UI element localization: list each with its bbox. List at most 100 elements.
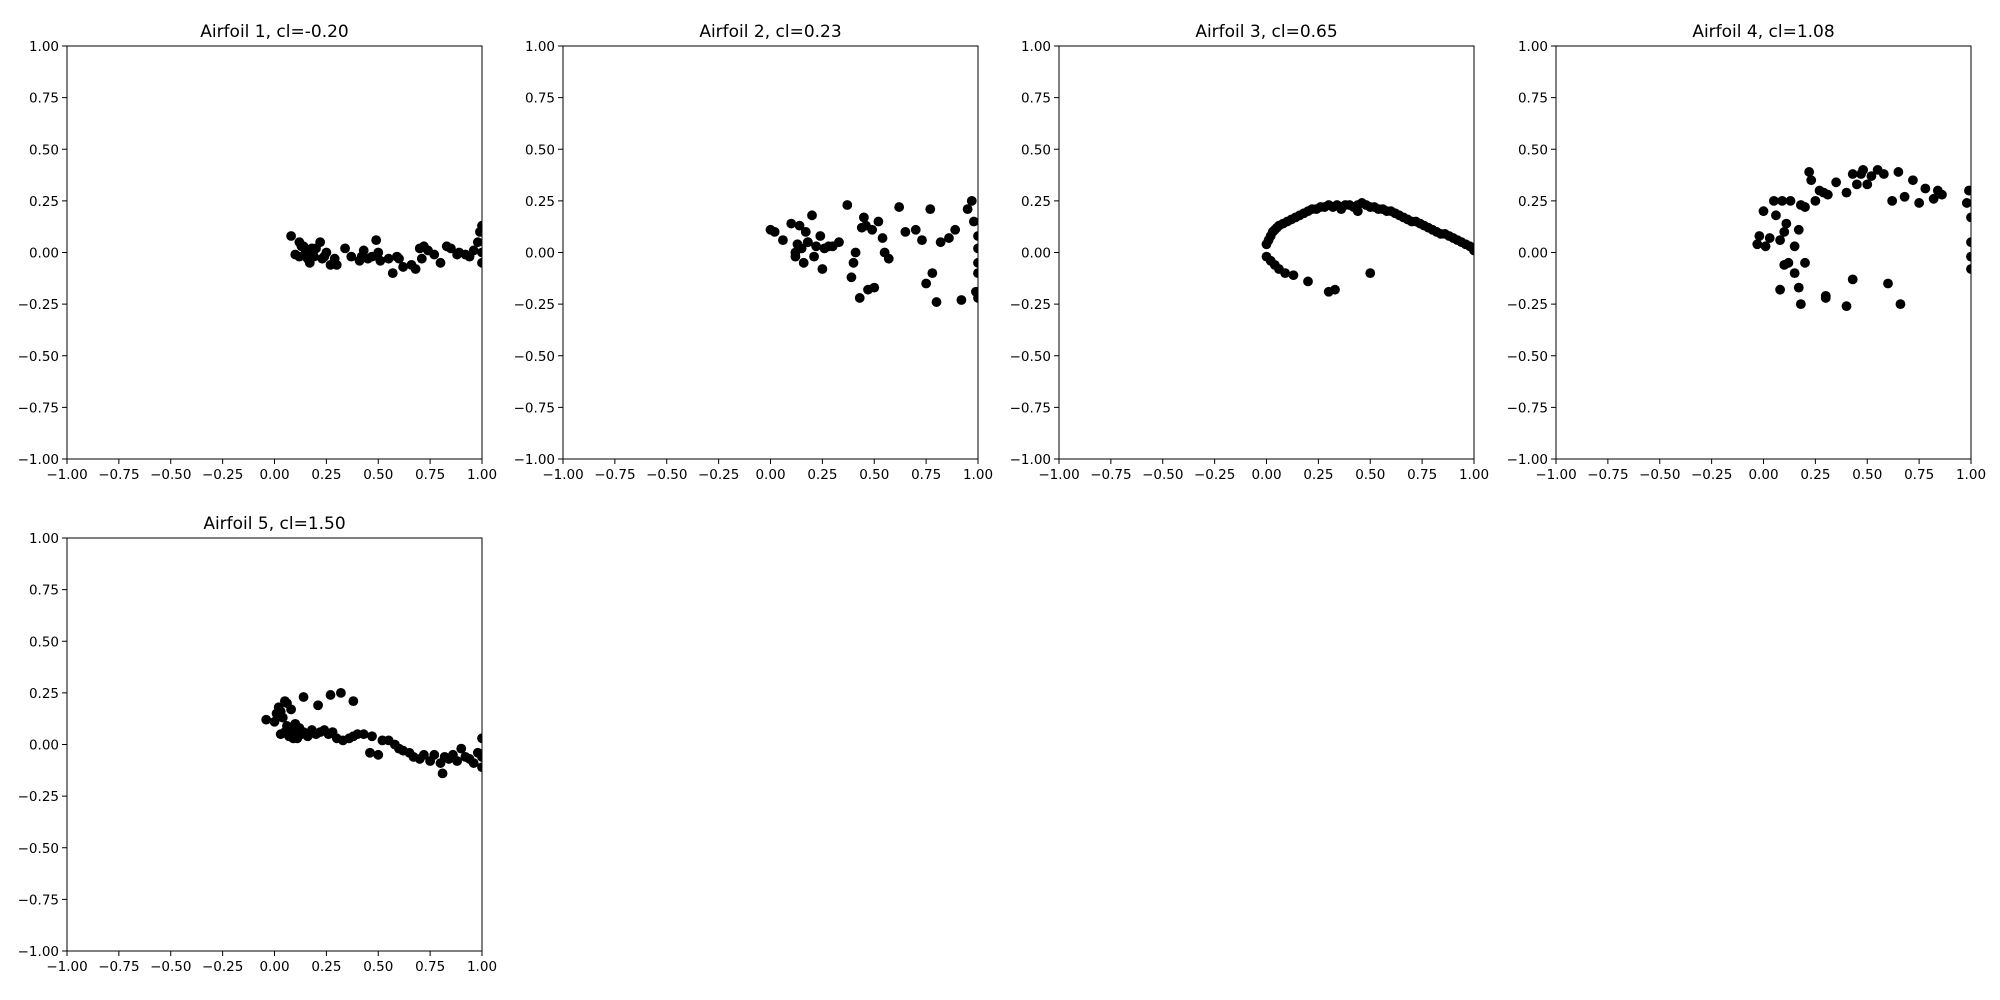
data-point (477, 762, 482, 773)
data-point (1789, 268, 1800, 279)
data-point (900, 226, 911, 237)
data-point (794, 220, 805, 231)
data-point (1793, 282, 1804, 293)
x-tick-label: 0.00 (1748, 467, 1778, 483)
x-tick-label: 0.25 (1303, 467, 1333, 483)
data-point (373, 749, 384, 760)
x-tick-label: −0.75 (1587, 467, 1628, 483)
x-tick-label: 1.00 (1459, 467, 1489, 483)
x-tick-label: 0.50 (363, 959, 393, 975)
data-point (1893, 167, 1904, 177)
data-point (1878, 169, 1889, 179)
x-tick-label: 0.00 (259, 467, 289, 483)
data-point (1847, 169, 1858, 179)
axes-frame (1555, 45, 1972, 460)
scatter-series (286, 220, 482, 279)
y-tick-label: 0.00 (1021, 246, 1051, 262)
data-point (477, 220, 482, 231)
subplot-1: Airfoil 1, cl=-0.20 −1.00 −0.75 −0.50 −0.25 0… (18, 22, 497, 483)
data-point (811, 241, 822, 252)
data-point (973, 231, 978, 241)
x-tick-label: 0.50 (363, 467, 393, 483)
scatter-series (1752, 165, 1971, 312)
data-point (1783, 257, 1794, 268)
data-point (790, 247, 801, 258)
data-point (1752, 239, 1763, 250)
y-tick-label: 0.75 (29, 91, 59, 107)
y-tick-label: −1.00 (1507, 452, 1548, 468)
x-tick-label: 0.00 (259, 959, 289, 975)
x-tick-label: 1.00 (467, 959, 497, 975)
data-point (419, 241, 429, 252)
x-tick-label: −1.00 (46, 959, 87, 975)
x-tick-label: 0.25 (807, 467, 837, 483)
data-point (815, 231, 826, 241)
data-point (1831, 177, 1842, 188)
data-point (867, 224, 878, 235)
y-tick-label: −0.50 (1507, 349, 1548, 365)
data-point (921, 278, 932, 289)
data-point (371, 235, 382, 246)
data-point (1469, 245, 1474, 256)
data-point (973, 243, 978, 254)
y-tick-label: 0.50 (525, 142, 555, 158)
data-point (1789, 241, 1800, 252)
y-tick-label: −0.50 (18, 841, 59, 857)
subplot-title: Airfoil 1, cl=-0.20 (200, 22, 349, 42)
y-tick-label: −0.50 (18, 349, 59, 365)
x-tick-label: −0.50 (150, 959, 191, 975)
data-point (1966, 264, 1971, 274)
y-tick-label: 0.50 (29, 142, 59, 158)
data-point (846, 272, 857, 283)
x-tick-label: −0.75 (594, 467, 635, 483)
data-point (1758, 206, 1769, 217)
data-point (1800, 202, 1810, 212)
axes-frame (66, 537, 483, 952)
data-point (472, 237, 482, 248)
subplot-title: Airfoil 4, cl=1.08 (1692, 22, 1834, 42)
x-tick-label: −0.75 (98, 959, 139, 975)
scatter-series (261, 687, 482, 779)
data-point (1908, 175, 1918, 186)
data-point (1920, 183, 1931, 194)
data-point (1866, 171, 1877, 181)
y-tick-label: 1.00 (525, 39, 555, 55)
data-point (817, 264, 828, 274)
x-tick-label: −0.25 (202, 959, 243, 975)
data-point (358, 729, 369, 740)
data-point (1785, 195, 1796, 206)
data-point (429, 749, 440, 760)
x-tick-label: 0.50 (1852, 467, 1882, 483)
subplot-3: Airfoil 3, cl=0.65 −1.00 −0.75 −0.50 −0.25 0.… (1010, 22, 1489, 483)
y-tick-label: 0.25 (1021, 194, 1051, 210)
y-tick-label: 1.00 (29, 39, 59, 55)
data-point (477, 751, 482, 762)
y-tick-label: −0.75 (18, 400, 59, 416)
y-tick-label: 0.00 (29, 738, 59, 754)
scatter-series (1261, 198, 1474, 297)
data-point (456, 743, 467, 754)
y-tick-label: −0.75 (18, 892, 59, 908)
y-tick-label: 0.00 (525, 246, 555, 262)
data-point (842, 200, 853, 210)
data-point (950, 224, 961, 235)
x-tick-label: 1.00 (963, 467, 993, 483)
data-point (298, 692, 309, 702)
axes-frame (562, 45, 979, 460)
data-point (367, 731, 377, 742)
y-tick-label: −0.50 (1010, 349, 1051, 365)
x-tick-label: 0.75 (1407, 467, 1437, 483)
x-tick-label: 0.75 (415, 467, 445, 483)
data-point (294, 251, 305, 262)
data-point (769, 226, 780, 237)
data-point (394, 253, 404, 264)
y-tick-label: −0.75 (1507, 400, 1548, 416)
data-point (1288, 270, 1299, 281)
data-point (807, 210, 817, 221)
data-point (1964, 185, 1971, 196)
data-point (298, 241, 309, 252)
data-point (802, 237, 813, 248)
y-tick-label: 0.75 (29, 583, 59, 599)
subplot-title: Airfoil 2, cl=0.23 (699, 22, 841, 42)
data-point (927, 268, 938, 279)
